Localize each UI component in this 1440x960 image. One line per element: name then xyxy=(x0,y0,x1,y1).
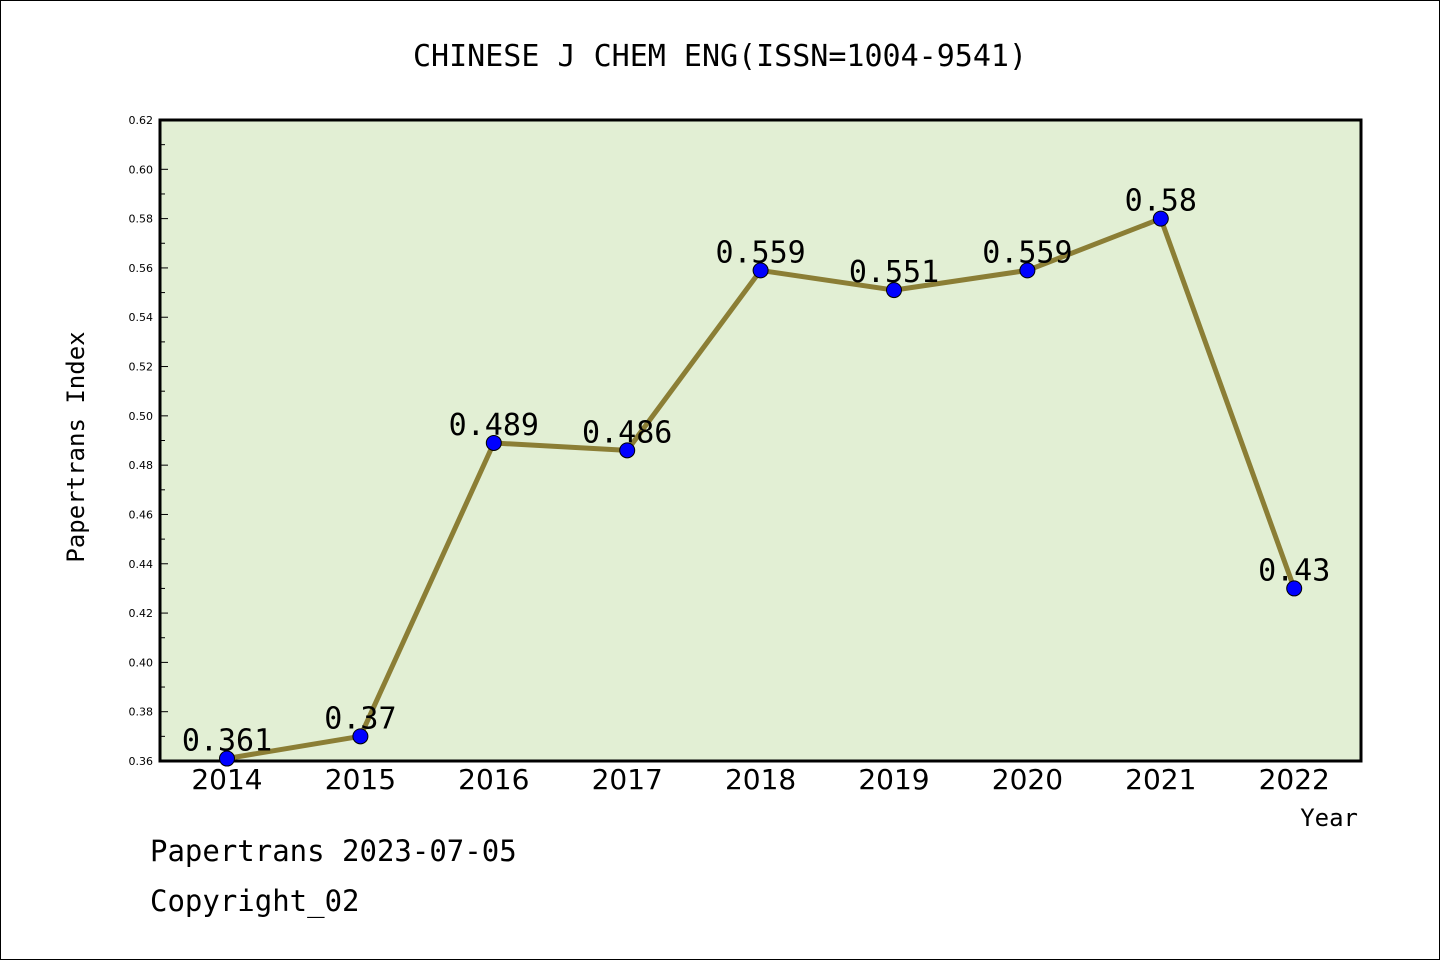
data-label: 0.551 xyxy=(849,255,939,290)
data-points xyxy=(219,210,1303,767)
data-labels: 0.361 0.37 0.489 0.486 0.559 0.551 0.559 0.58 0.… xyxy=(182,184,1330,759)
data-point xyxy=(752,262,769,279)
x-tick-label: 2017 xyxy=(592,763,663,796)
data-point xyxy=(1019,262,1036,279)
chart-title: CHINESE J CHEM ENG(ISSN=1004-9541) xyxy=(413,39,1027,74)
data-label: 0.489 xyxy=(449,408,539,443)
x-tick-label: 2020 xyxy=(992,763,1063,796)
data-point xyxy=(886,282,902,299)
x-tick-label: 2021 xyxy=(1125,763,1196,796)
x-tick-label: 2019 xyxy=(858,763,929,796)
plot-area xyxy=(158,118,1363,763)
data-label: 0.559 xyxy=(715,235,805,270)
data-point xyxy=(352,728,369,745)
y-tick-label: 0.58 xyxy=(129,213,154,226)
y-tick-label: 0.38 xyxy=(129,706,154,719)
x-tick-label: 2016 xyxy=(458,763,529,796)
y-tick-label: 0.52 xyxy=(129,361,154,374)
data-point xyxy=(219,750,235,767)
y-tick-label: 0.50 xyxy=(129,410,154,423)
y-tick-label: 0.54 xyxy=(129,311,154,324)
y-tick-label: 0.44 xyxy=(129,558,154,571)
y-axis-ticks: 0.36 0.38 0.40 0.42 0.44 0.46 0.48 0.50 0.52 0.54… xyxy=(129,114,168,768)
data-point xyxy=(1286,580,1303,597)
data-point xyxy=(485,434,502,451)
y-tick-label: 0.56 xyxy=(129,262,154,275)
x-tick-label: 2022 xyxy=(1259,763,1330,796)
data-label: 0.486 xyxy=(582,415,672,450)
data-label: 0.58 xyxy=(1125,184,1197,219)
data-label: 0.559 xyxy=(982,235,1072,270)
x-tick-label: 2015 xyxy=(325,763,396,796)
footer-source: Papertrans 2023-07-05 xyxy=(150,834,517,868)
x-tick-label: 2014 xyxy=(191,763,262,796)
data-label: 0.43 xyxy=(1258,553,1330,588)
x-axis-label: Year xyxy=(1300,804,1358,832)
data-label: 0.37 xyxy=(324,701,396,736)
y-tick-label: 0.62 xyxy=(129,114,154,127)
data-label: 0.361 xyxy=(182,724,272,759)
data-point xyxy=(619,442,636,459)
y-tick-label: 0.36 xyxy=(129,755,154,768)
x-tick-label: 2018 xyxy=(725,763,796,796)
y-tick-label: 0.42 xyxy=(129,607,154,620)
footer-copyright: Copyright_02 xyxy=(150,884,360,918)
x-axis-ticks: 2014 2015 2016 2017 2018 2019 2020 2021 2022 xyxy=(191,763,1329,796)
y-tick-label: 0.40 xyxy=(129,656,154,669)
y-tick-label: 0.46 xyxy=(129,508,154,521)
y-axis-label: Papertrans Index xyxy=(62,331,90,562)
y-tick-label: 0.60 xyxy=(129,163,154,176)
data-point xyxy=(1152,210,1169,227)
y-tick-label: 0.48 xyxy=(129,459,154,472)
